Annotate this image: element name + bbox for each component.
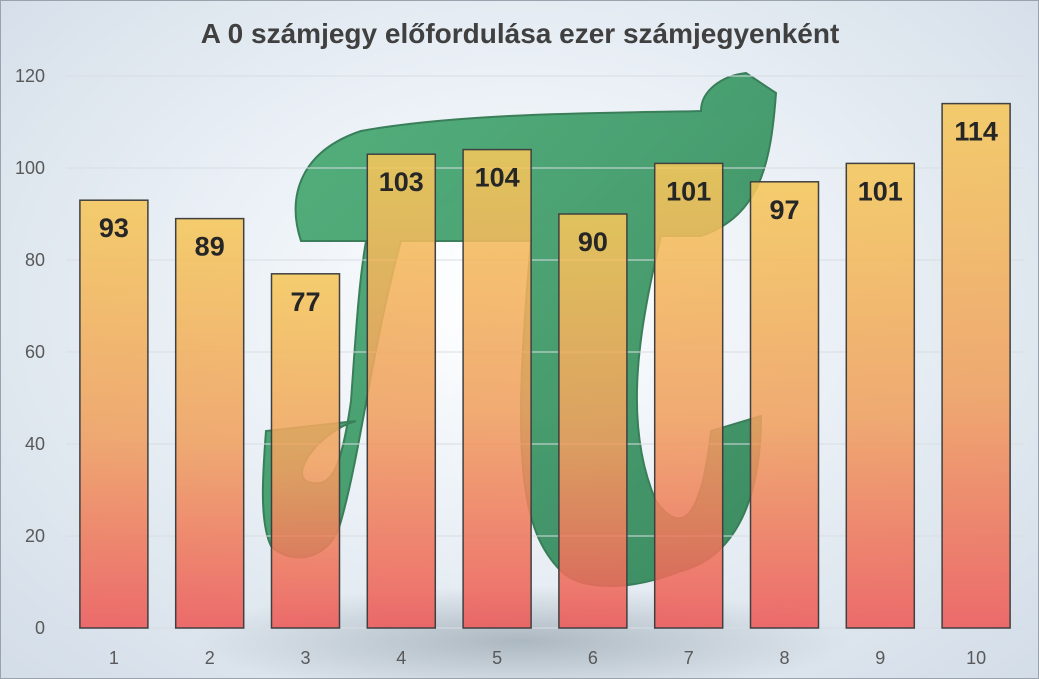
data-labels: 93 89 77 103 104 90 101 97 101 114 xyxy=(99,117,998,317)
bar xyxy=(941,102,1011,629)
x-tick-label: 8 xyxy=(779,648,789,668)
bar xyxy=(653,162,724,629)
bar-value-label: 93 xyxy=(99,213,129,243)
x-axis: 1 2 3 4 5 6 7 8 9 10 xyxy=(109,648,986,668)
bar xyxy=(845,162,916,629)
bar xyxy=(366,153,437,629)
bar-value-label: 97 xyxy=(769,195,799,225)
x-tick-label: 10 xyxy=(966,648,986,668)
bar-value-label: 114 xyxy=(954,117,998,147)
x-tick-label: 3 xyxy=(300,648,310,668)
bars xyxy=(79,102,1011,629)
bar xyxy=(270,273,341,629)
y-axis: 0 20 40 60 80 100 120 xyxy=(15,66,45,638)
bar xyxy=(749,181,820,629)
x-tick-label: 9 xyxy=(875,648,885,668)
y-tick-label: 60 xyxy=(25,342,45,362)
bar-value-label: 104 xyxy=(475,163,520,193)
bar-value-label: 77 xyxy=(290,287,320,317)
bar xyxy=(462,148,532,629)
chart-title: A 0 számjegy előfordulása ezer számjegye… xyxy=(201,18,840,49)
bar-value-label: 90 xyxy=(578,227,608,257)
bar xyxy=(558,213,628,629)
bar xyxy=(79,199,149,629)
bar-value-label: 103 xyxy=(379,167,424,197)
x-tick-label: 4 xyxy=(396,648,406,668)
bar-value-label: 101 xyxy=(858,176,903,206)
x-tick-label: 2 xyxy=(205,648,215,668)
bar-value-label: 89 xyxy=(195,232,225,262)
bar xyxy=(174,217,245,629)
y-tick-label: 120 xyxy=(15,66,45,86)
y-tick-label: 100 xyxy=(15,158,45,178)
y-tick-label: 20 xyxy=(25,526,45,546)
x-tick-label: 5 xyxy=(492,648,502,668)
y-tick-label: 80 xyxy=(25,250,45,270)
x-tick-label: 7 xyxy=(684,648,694,668)
y-tick-label: 40 xyxy=(25,434,45,454)
x-tick-label: 6 xyxy=(588,648,598,668)
bar-value-label: 101 xyxy=(666,176,711,206)
x-tick-label: 1 xyxy=(109,648,119,668)
y-tick-label: 0 xyxy=(35,618,45,638)
